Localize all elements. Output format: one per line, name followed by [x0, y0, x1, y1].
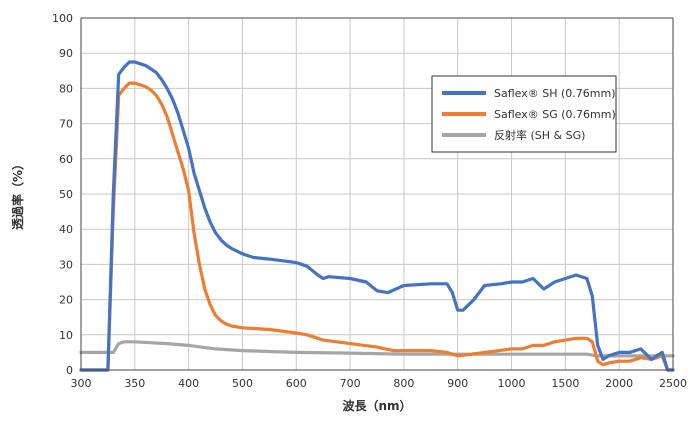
- series-line-3: [79, 340, 675, 358]
- series-layer: [79, 60, 675, 372]
- x-tick-label: 1500: [551, 377, 579, 390]
- x-tick-label: 400: [178, 377, 199, 390]
- x-tick-label: 350: [124, 377, 145, 390]
- x-tick-label: 600: [286, 377, 307, 390]
- y-tick-label: 20: [59, 294, 73, 307]
- y-tick-label: 70: [59, 118, 73, 131]
- y-tick-labels: 0 10 20 30 40 50 60 70 80 90 100: [52, 12, 73, 377]
- x-tick-label: 900: [447, 377, 468, 390]
- x-tick-labels: 300 350 400 500 600 700 800 900 1000 1500 2000 2500: [71, 377, 688, 390]
- legend-label: 反射率 (SH & SG): [494, 128, 585, 142]
- x-tick-label: 700: [340, 377, 361, 390]
- series-line-1: [79, 60, 675, 372]
- y-axis-title: 透過率（%）: [10, 158, 25, 230]
- legend-label: Saflex® SG (0.76mm): [494, 108, 616, 121]
- y-tick-label: 10: [59, 329, 73, 342]
- y-tick-label: 30: [59, 258, 73, 271]
- legend-label: Saflex® SH (0.76mm): [494, 87, 616, 100]
- y-tick-label: 40: [59, 223, 73, 236]
- plot-frame: [80, 17, 674, 371]
- series-line-2: [79, 81, 675, 372]
- y-tick-label: 100: [52, 12, 73, 25]
- x-axis-title: 波長（nm）: [342, 398, 411, 413]
- x-tick-label: 1000: [498, 377, 526, 390]
- y-tick-label: 90: [59, 47, 73, 60]
- axes: [80, 17, 674, 371]
- legend: Saflex® SH (0.76mm) Saflex® SG (0.76mm) 反射…: [431, 75, 617, 153]
- y-tick-label: 80: [59, 82, 73, 95]
- x-tick-label: 2000: [605, 377, 633, 390]
- y-tick-label: 0: [66, 364, 73, 377]
- x-tick-label: 500: [232, 377, 253, 390]
- x-tick-label: 800: [393, 377, 414, 390]
- x-tick-label: 2500: [659, 377, 687, 390]
- x-tick-label: 300: [71, 377, 92, 390]
- y-tick-label: 60: [59, 153, 73, 166]
- y-tick-label: 50: [59, 188, 73, 201]
